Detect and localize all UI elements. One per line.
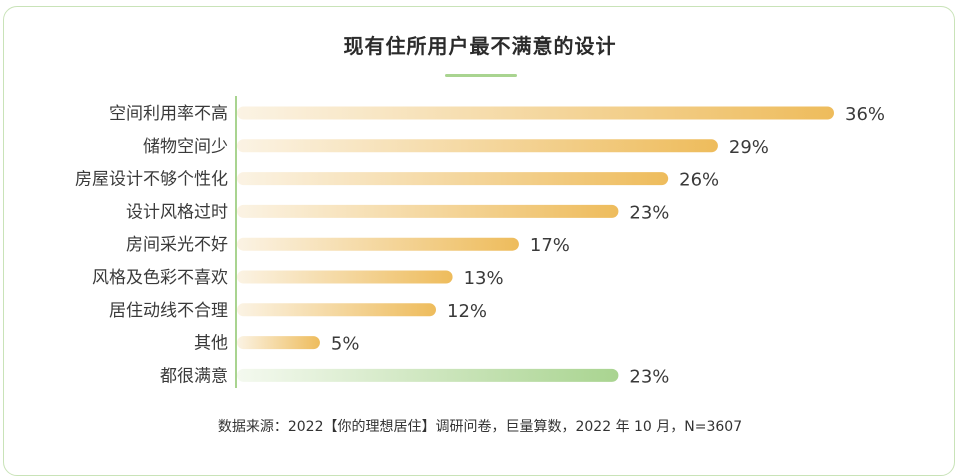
value-label: 17%: [530, 235, 570, 256]
category-label: 风格及色彩不喜欢: [92, 268, 228, 288]
bar: [237, 172, 669, 186]
value-label: 23%: [629, 366, 669, 387]
bar: [237, 368, 619, 382]
category-label: 设计风格过时: [126, 202, 228, 222]
bar: [237, 237, 519, 251]
category-label: 都很满意: [160, 366, 228, 386]
bar: [237, 204, 619, 218]
value-label: 13%: [464, 268, 504, 289]
bar: [237, 270, 453, 284]
value-label: 26%: [679, 170, 719, 191]
category-label: 储物空间少: [143, 137, 228, 157]
category-label: 居住动线不合理: [109, 301, 228, 321]
value-label: 36%: [845, 104, 885, 125]
category-label: 房屋设计不够个性化: [75, 170, 228, 190]
value-label: 23%: [629, 202, 669, 223]
data-source-note: 数据来源：2022【你的理想居住】调研问卷，巨量算数，2022 年 10 月，N…: [217, 419, 743, 435]
category-label: 房间采光不好: [126, 235, 228, 255]
category-label: 其他: [194, 334, 228, 354]
value-label: 29%: [729, 137, 769, 158]
bar: [237, 106, 834, 120]
bar: [237, 303, 436, 317]
chart-title: 现有住所用户最不满意的设计: [343, 34, 617, 58]
title-underline: [445, 74, 517, 77]
bar: [237, 336, 320, 350]
value-label: 12%: [447, 301, 487, 322]
bar-chart: 空间利用率不高 36% 储物空间少 29% 房屋设计不够个性化 26% 设计风格过时 23% 房…: [75, 96, 885, 388]
category-label: 空间利用率不高: [109, 104, 228, 124]
value-label: 5%: [331, 334, 360, 355]
bars-layer: 空间利用率不高 36% 储物空间少 29% 房屋设计不够个性化 26% 设计风格过时 23% 房…: [75, 104, 885, 387]
bar: [237, 139, 718, 153]
